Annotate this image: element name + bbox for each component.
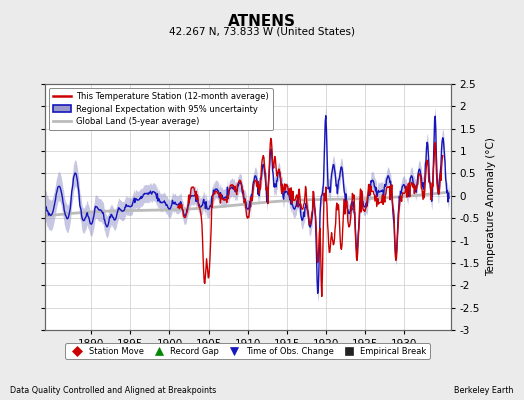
Legend: Station Move, Record Gap, Time of Obs. Change, Empirical Break: Station Move, Record Gap, Time of Obs. C…	[66, 343, 430, 359]
Y-axis label: Temperature Anomaly (°C): Temperature Anomaly (°C)	[486, 138, 496, 276]
Text: 42.267 N, 73.833 W (United States): 42.267 N, 73.833 W (United States)	[169, 26, 355, 36]
Legend: This Temperature Station (12-month average), Regional Expectation with 95% uncer: This Temperature Station (12-month avera…	[49, 88, 273, 130]
Text: Berkeley Earth: Berkeley Earth	[454, 386, 514, 395]
Text: ATNENS: ATNENS	[228, 14, 296, 29]
Text: Data Quality Controlled and Aligned at Breakpoints: Data Quality Controlled and Aligned at B…	[10, 386, 217, 395]
